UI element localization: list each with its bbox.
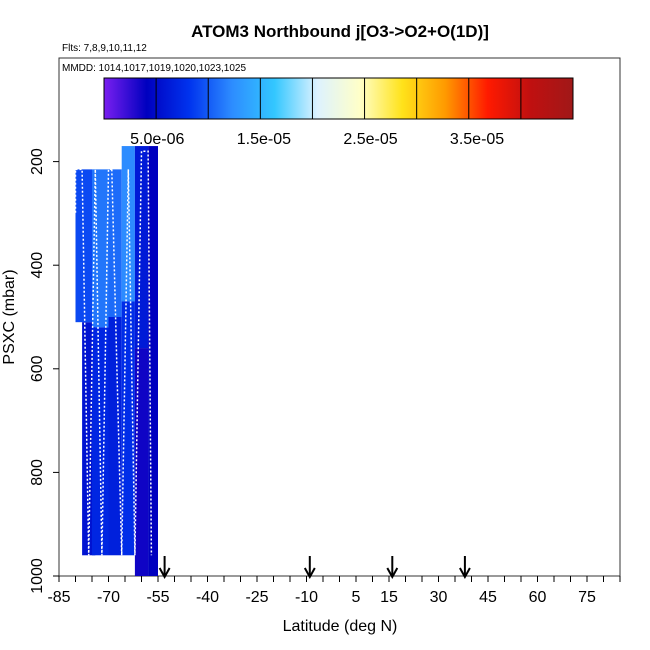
colorbar-tick-label: 5.0e-06	[130, 131, 184, 148]
x-tick-label: 5	[352, 589, 361, 606]
x-tick-label: 60	[529, 589, 547, 606]
latitude-arrow	[303, 556, 316, 580]
x-tick-label: 15	[380, 589, 398, 606]
x-tick-label: -85	[47, 589, 70, 606]
y-axis: 200 400 600 800 1000	[29, 148, 59, 594]
heatmap	[75, 146, 158, 576]
flight-tracks	[74, 150, 153, 556]
y-tick-label: 400	[29, 252, 46, 279]
x-tick-label: -10	[295, 589, 318, 606]
x-tick-label: -55	[146, 589, 169, 606]
colorbar-ticks: 5.0e-06 1.5e-05 2.5e-05 3.5e-05	[130, 131, 504, 148]
heatmap-cell	[108, 317, 122, 556]
heatmap-cell	[75, 169, 92, 323]
y-tick-label: 1000	[29, 558, 46, 594]
heatmap-cell	[134, 146, 149, 349]
latitude-arrow	[386, 556, 399, 580]
flights-note: Flts: 7,8,9,10,11,12	[62, 43, 147, 54]
x-tick-label: -40	[196, 589, 219, 606]
y-tick-label: 600	[29, 355, 46, 382]
x-tick-label: 30	[430, 589, 448, 606]
heatmap-cell	[148, 146, 158, 576]
latitude-arrow	[158, 556, 171, 580]
x-tick-label: -70	[97, 589, 120, 606]
y-tick-label: 200	[29, 148, 46, 175]
colorbar	[103, 77, 574, 120]
latitude-arrow	[459, 556, 471, 580]
latitude-arrows	[158, 556, 471, 580]
x-tick-label: 75	[578, 589, 596, 606]
x-axis-label: Latitude (deg N)	[283, 618, 398, 635]
y-tick-label: 800	[29, 459, 46, 486]
heatmap-cell	[121, 146, 135, 302]
heatmap-cell	[108, 169, 122, 317]
colorbar-gradient	[103, 77, 574, 120]
colorbar-tick-label: 1.5e-05	[237, 131, 291, 148]
chart-title: ATOM3 Northbound j[O3->O2+O(1D)]	[191, 22, 489, 41]
colorbar-tick-label: 2.5e-05	[343, 131, 397, 148]
colorbar-tick-label: 3.5e-05	[450, 131, 504, 148]
x-axis: -85 -70 -55 -40 -25 -10 5 15 30 45 60 75	[47, 576, 621, 606]
x-tick-label: 45	[479, 589, 497, 606]
x-tick-label: -25	[245, 589, 268, 606]
dates-note: MMDD: 1014,1017,1019,1020,1023,1025	[62, 63, 246, 74]
heatmap-cell	[92, 327, 109, 556]
heatmap-cell	[134, 348, 149, 576]
flight-track	[111, 150, 153, 556]
y-axis-label: PSXC (mbar)	[1, 269, 18, 364]
